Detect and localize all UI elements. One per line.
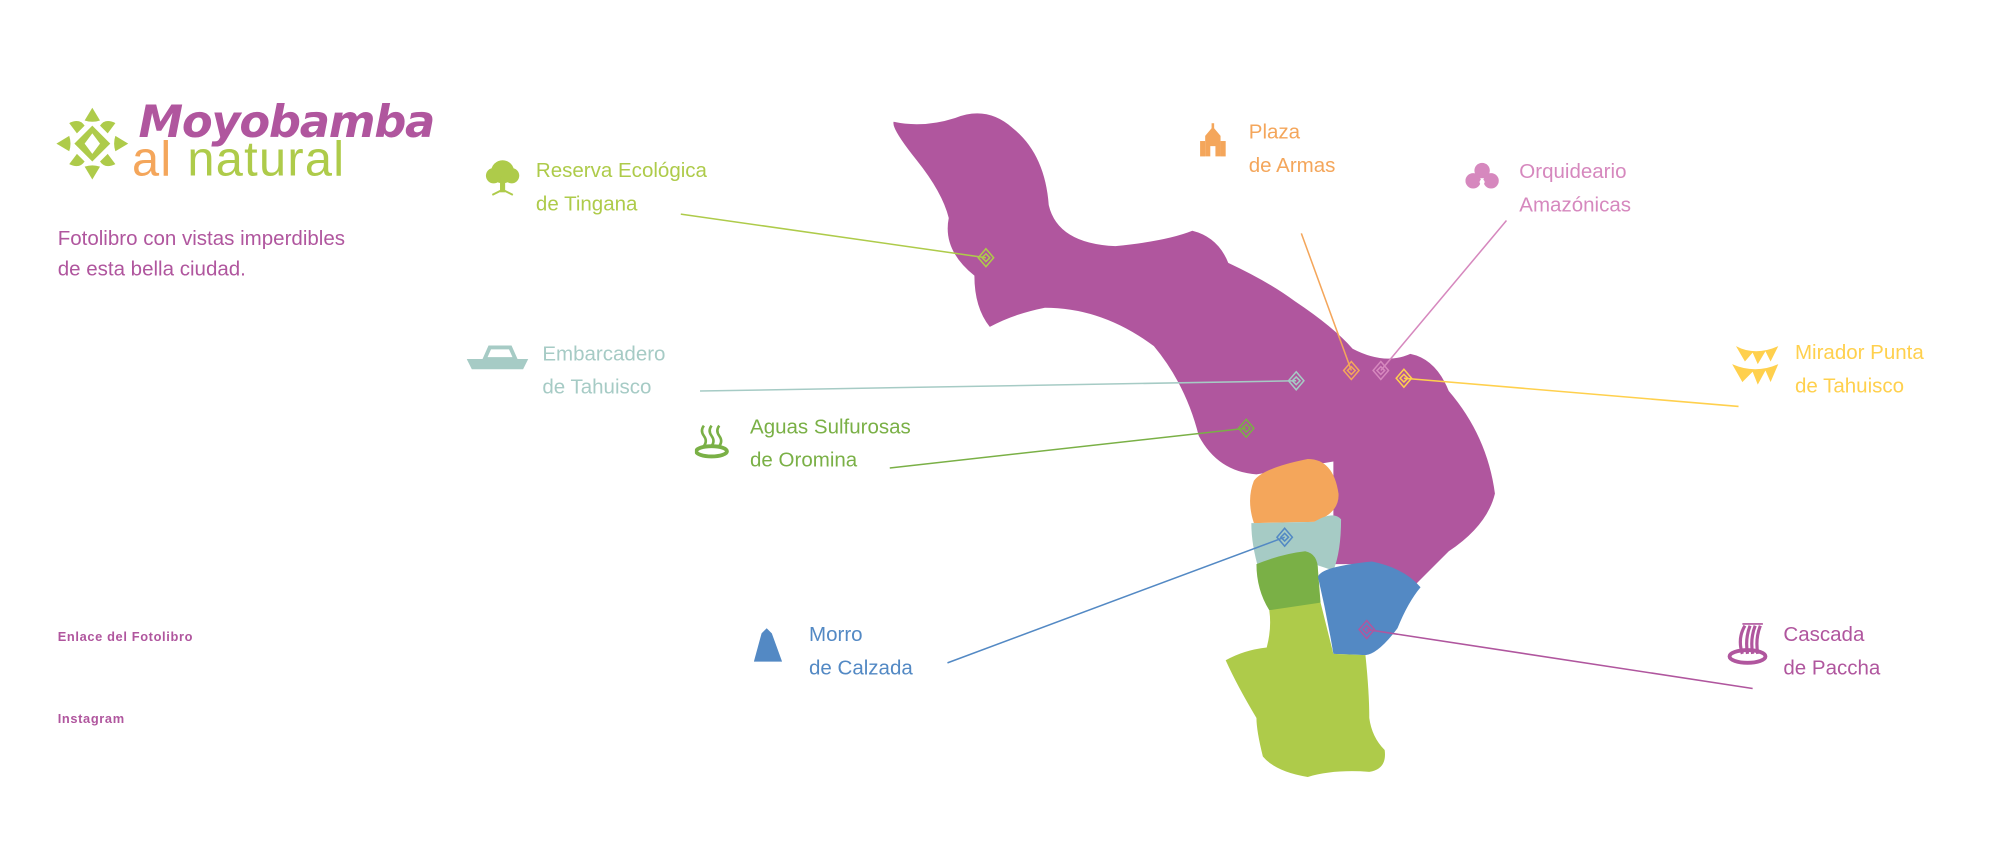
description-line-2: de esta bella ciudad. (57, 258, 246, 281)
orchid-icon (1465, 162, 1529, 212)
place-name-line-1: Reserva Ecológica (535, 160, 707, 183)
place-label-reserva[interactable]: Reserva Ecológica de Tingana (536, 155, 707, 222)
brand-subtitle: al natural (132, 133, 345, 188)
fotolibro-link[interactable]: Enlace del Fotolibro (57, 630, 194, 645)
place-label-orquideario[interactable]: Orquideario Amazónicas (1519, 156, 1631, 223)
place-name-line-1: Plaza (1248, 121, 1301, 144)
place-name-line-2: de Calzada (809, 657, 913, 680)
region-teal[interactable] (1251, 515, 1342, 571)
region-light-green[interactable] (1225, 602, 1385, 777)
location-marker-icon[interactable] (1358, 619, 1376, 640)
region-orange[interactable] (1250, 458, 1339, 524)
location-marker-icon[interactable] (977, 247, 995, 268)
location-marker-icon[interactable] (1372, 360, 1390, 381)
place-name-line-2: Amazónicas (1519, 194, 1632, 217)
place-name-line-1: Aguas Sulfurosas (750, 416, 911, 439)
place-name-line-2: de Tingana (535, 193, 638, 216)
leader-line-morro (947, 536, 1285, 664)
place-label-embarcadero[interactable]: Embarcadero de Tahuisco (542, 338, 665, 405)
leader-line-embarcadero (700, 380, 1297, 392)
place-name-line-2: de Tahuisco (542, 376, 652, 399)
instagram-link[interactable]: Instagram (57, 712, 125, 727)
brand-title: Moyobamba (138, 97, 435, 149)
place-label-morro[interactable]: Morro de Calzada (809, 619, 913, 686)
bunting-icon (1732, 344, 1796, 394)
place-name-line-2: de Oromina (750, 450, 858, 472)
hot-spring-icon (694, 421, 759, 471)
boat-icon (466, 344, 531, 394)
location-marker-icon[interactable] (1237, 418, 1255, 439)
place-name-line-2: de Paccha (1783, 657, 1881, 680)
place-name-line-1: Mirador Punta (1794, 342, 1924, 365)
leader-line-cascada (1366, 628, 1753, 690)
place-name-line-1: Orquideario (1519, 161, 1627, 184)
mountain-icon (753, 626, 818, 676)
place-name-line-1: Embarcadero (542, 343, 666, 366)
place-label-aguas[interactable]: Aguas Sulfurosas de Oromina (750, 412, 911, 479)
location-marker-icon[interactable] (1395, 368, 1413, 389)
place-name-line-1: Morro (809, 624, 863, 647)
region-blue[interactable] (1317, 561, 1421, 656)
place-label-plaza[interactable]: Plaza de Armas (1249, 117, 1336, 184)
location-marker-icon[interactable] (1287, 370, 1305, 391)
region-dark-green[interactable] (1256, 551, 1321, 611)
place-label-cascada[interactable]: Cascada de Paccha (1783, 619, 1880, 686)
leader-line-orquideario (1380, 220, 1508, 372)
leader-line-mirador (1403, 377, 1739, 408)
description-line-1: Fotolibro con vistas imperdibles (57, 228, 346, 251)
place-label-mirador[interactable]: Mirador Punta de Tahuisco (1795, 337, 1924, 404)
waterfall-icon (1724, 621, 1788, 673)
tree-icon (485, 159, 549, 209)
church-icon (1200, 123, 1264, 173)
brand-natural: natural (187, 133, 346, 188)
place-name-line-2: de Armas (1248, 155, 1336, 177)
location-marker-icon[interactable] (1342, 360, 1361, 381)
page-description: Fotolibro con vistas imperdibles de esta… (58, 224, 345, 286)
leader-line-reserva (680, 213, 987, 259)
place-name-line-1: Cascada (1783, 624, 1865, 647)
brand-al: al (132, 133, 173, 188)
leader-line-aguas (889, 427, 1247, 469)
region-main[interactable] (893, 113, 1495, 590)
location-marker-icon[interactable] (1275, 527, 1294, 548)
logo-diamond-icon (56, 107, 129, 180)
leader-line-plaza (1300, 233, 1353, 371)
place-name-line-2: de Tahuisco (1794, 375, 1905, 398)
